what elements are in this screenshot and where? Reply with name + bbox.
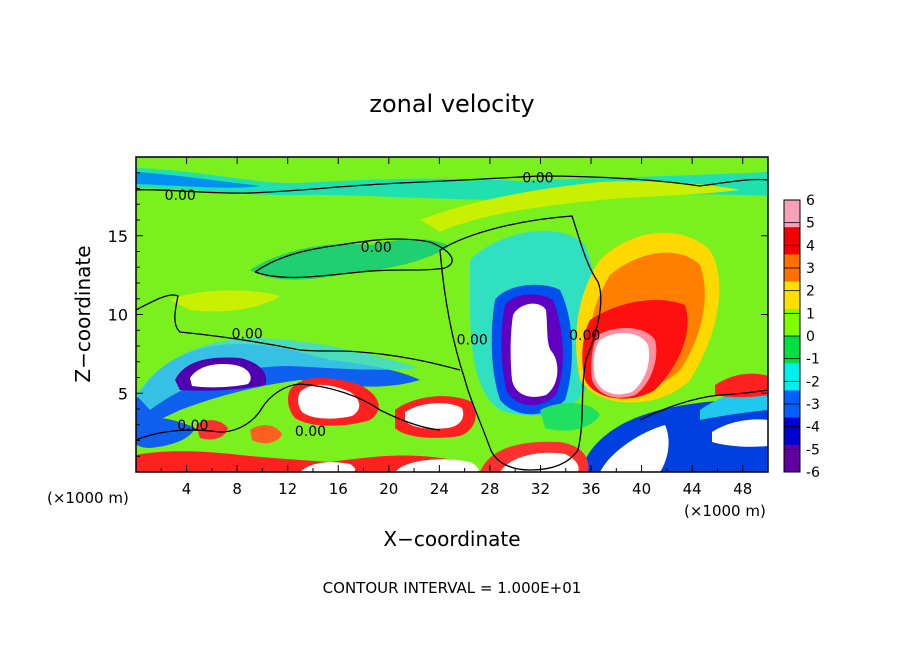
bottom-white-left xyxy=(300,462,356,472)
colorbar-tick-label: 6 xyxy=(806,193,815,209)
x-tick-label: 16 xyxy=(329,480,348,498)
colorbar-tick-label: -2 xyxy=(806,374,820,390)
colorbar: 6 5 4 3 2 1 0 -1 -2 -3 -4 -5 -6 xyxy=(783,193,820,481)
plot-area: 0.000.000.000.00 0.00 0.000.00 0.00 4 8 12 16 2… xyxy=(108,156,769,498)
x-tick-label: 32 xyxy=(531,480,550,498)
central-negative-core xyxy=(510,303,558,397)
bottom-white-right-2 xyxy=(712,419,768,447)
contour-lower-right xyxy=(639,389,768,421)
contour-label: 0.00 xyxy=(569,328,600,344)
left-red-speckles xyxy=(196,420,228,440)
x-tick-label: 12 xyxy=(278,480,297,498)
x-tick-label: 40 xyxy=(632,480,651,498)
colorbar-tick-label: -3 xyxy=(806,397,820,413)
bottom-red-left xyxy=(136,451,480,472)
x-unit-left: (×1000 m) xyxy=(47,489,129,507)
colorbar-swatch xyxy=(784,417,800,446)
contour-label: 0.00 xyxy=(361,240,392,256)
contour-upper xyxy=(136,175,768,194)
colorbar-swatch xyxy=(784,336,800,364)
y-tick-label: 5 xyxy=(118,384,128,403)
x-axis-ticks: 4 8 12 16 20 24 28 32 36 40 44 48 xyxy=(160,157,752,498)
contour-label: 0.00 xyxy=(177,418,208,434)
contour-mid xyxy=(254,238,453,279)
x-tick-label: 4 xyxy=(182,480,192,498)
positive-core xyxy=(593,333,650,395)
contour-interval-note: CONTOUR INTERVAL = 1.000E+01 xyxy=(323,579,582,597)
x-tick-label: 36 xyxy=(581,480,600,498)
colorbar-tick-label: -1 xyxy=(806,352,820,368)
contour-label: 0.00 xyxy=(165,188,196,204)
x-tick-label: 8 xyxy=(232,480,242,498)
chart-title: zonal velocity xyxy=(369,90,534,118)
contour-label: 0.00 xyxy=(522,170,553,186)
colorbar-tick-label: 3 xyxy=(806,261,815,277)
bottom-white-right xyxy=(600,425,669,472)
colorbar-swatch xyxy=(784,227,800,255)
low-positive-pocket xyxy=(297,384,360,419)
y-axis-label: Z−coordinate xyxy=(71,245,95,382)
colorbar-tick-label: 5 xyxy=(806,216,815,232)
colorbar-swatch xyxy=(784,363,800,391)
x-tick-label: 24 xyxy=(430,480,449,498)
upper-green-region xyxy=(250,239,450,280)
contour-central xyxy=(439,215,602,471)
left-cyan-halo xyxy=(136,338,420,410)
warm-ridge xyxy=(420,181,740,232)
y-tick-label: 10 xyxy=(108,306,128,325)
contour-left xyxy=(136,294,461,371)
x-tick-label: 44 xyxy=(683,480,702,498)
contour-lower-left xyxy=(136,383,441,441)
colorbar-tick-label: 1 xyxy=(806,306,815,322)
left-negative-core xyxy=(190,364,251,388)
upper-jet-core xyxy=(136,172,260,188)
right-green-low xyxy=(540,403,600,431)
colorbar-swatch xyxy=(784,444,800,473)
y-tick-label: 15 xyxy=(108,227,128,246)
colorbar-tick-label: -4 xyxy=(806,420,820,436)
x-tick-label: 48 xyxy=(733,480,752,498)
x-unit-right: (×1000 m) xyxy=(684,502,766,520)
left-warm xyxy=(170,290,280,312)
velocity-field xyxy=(136,168,768,472)
y-axis-ticks: 5 10 15 xyxy=(108,172,768,457)
x-tick-label: 20 xyxy=(379,480,398,498)
bottom-white-center xyxy=(500,452,579,472)
colorbar-swatch xyxy=(784,308,800,337)
colorbar-tick-label: 4 xyxy=(806,238,815,254)
colorbar-swatch xyxy=(784,281,800,310)
bottom-white-left-2 xyxy=(395,459,479,472)
x-tick-label: 28 xyxy=(480,480,499,498)
left-red-speckles-2 xyxy=(250,425,282,444)
colorbar-tick-label: -5 xyxy=(806,442,820,458)
colorbar-tick-label: 0 xyxy=(806,329,815,345)
zero-contours xyxy=(136,175,768,471)
x-axis-label: X−coordinate xyxy=(383,527,520,551)
low-positive-pocket-2 xyxy=(405,403,464,429)
bottom-blue-left xyxy=(136,417,195,448)
colorbar-swatch xyxy=(784,200,800,228)
contour-label: 0.00 xyxy=(457,333,488,349)
contour-labels: 0.00 0.00 0.00 0.00 0.00 0.00 0.00 0.00 xyxy=(165,170,601,440)
colorbar-tick-label: -6 xyxy=(806,465,820,481)
contour-label: 0.00 xyxy=(295,424,326,440)
colorbar-tick-label: 2 xyxy=(806,284,815,300)
contour-label: 0.00 xyxy=(232,326,263,342)
